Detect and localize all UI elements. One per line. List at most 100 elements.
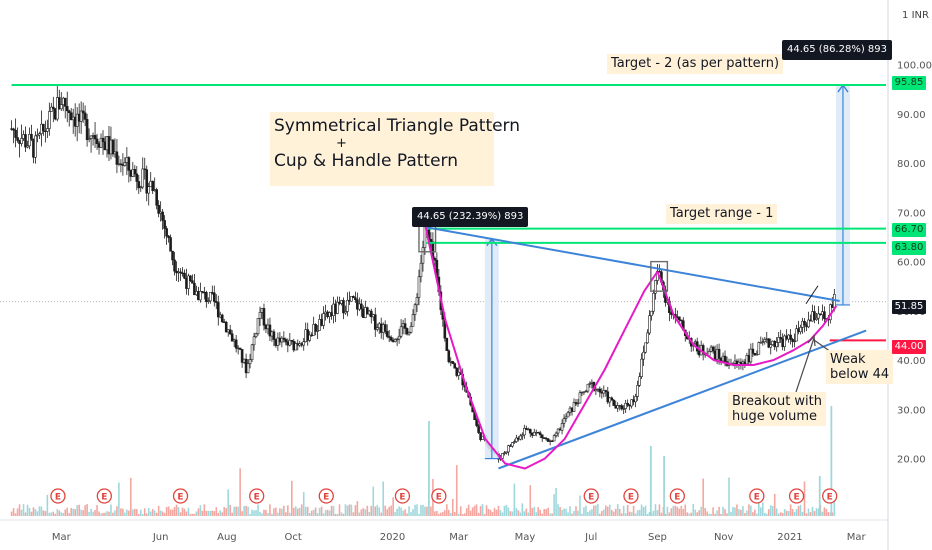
volume-bar bbox=[245, 505, 247, 516]
earnings-marker[interactable]: E bbox=[318, 488, 334, 504]
volume-bar bbox=[48, 512, 51, 516]
earnings-marker[interactable]: E bbox=[394, 488, 411, 504]
earnings-marker-label: E bbox=[55, 493, 61, 503]
volume-bar bbox=[769, 505, 772, 516]
candle-body bbox=[342, 300, 345, 314]
volume-bar bbox=[803, 481, 806, 516]
volume-bar bbox=[326, 509, 329, 516]
volume-bar bbox=[40, 506, 43, 516]
volume-bar bbox=[298, 507, 301, 516]
candle-body bbox=[642, 351, 645, 360]
volume-bar bbox=[235, 506, 237, 516]
volume-bar bbox=[599, 513, 601, 516]
volume-bar bbox=[471, 507, 474, 516]
volume-bar bbox=[811, 506, 814, 516]
candle-body bbox=[165, 228, 168, 237]
earnings-marker[interactable]: E bbox=[822, 488, 838, 504]
earnings-marker[interactable]: E bbox=[623, 488, 639, 504]
candle-body bbox=[815, 317, 818, 320]
volume-bar bbox=[108, 511, 110, 516]
candle-body bbox=[640, 358, 643, 377]
currency-label[interactable]: 1 INR bbox=[902, 10, 929, 21]
volume-bar bbox=[88, 511, 90, 516]
price-tag-44-00[interactable]: 44.00 bbox=[892, 340, 926, 354]
earnings-marker[interactable]: E bbox=[431, 488, 447, 504]
volume-bar bbox=[340, 512, 343, 516]
candle-body bbox=[654, 280, 657, 294]
volume-bar bbox=[740, 509, 742, 516]
earnings-marker[interactable]: E bbox=[788, 488, 805, 504]
volume-bar bbox=[277, 512, 279, 516]
volume-bar bbox=[571, 513, 573, 516]
candle-body bbox=[477, 425, 480, 433]
price-tag-66-70[interactable]: 66.70 bbox=[892, 223, 926, 237]
volume-bar bbox=[758, 495, 760, 516]
volume-bar bbox=[237, 506, 239, 516]
volume-bar bbox=[473, 505, 476, 516]
volume-bar bbox=[698, 510, 700, 516]
volume-bar bbox=[547, 507, 549, 516]
price-tag-63-80[interactable]: 63.80 bbox=[892, 241, 926, 255]
candle-body bbox=[230, 333, 234, 342]
breakout-note-line2: huge volume bbox=[732, 409, 818, 424]
volume-bar bbox=[64, 509, 67, 516]
candle-body bbox=[620, 405, 623, 410]
volume-bar bbox=[211, 510, 214, 516]
candle-body bbox=[481, 435, 484, 441]
earnings-marker[interactable]: E bbox=[249, 488, 265, 504]
volume-bar bbox=[92, 511, 94, 516]
volume-bar bbox=[159, 510, 162, 516]
volume-bar bbox=[155, 512, 158, 516]
volume-bar bbox=[686, 512, 689, 516]
earnings-marker[interactable]: E bbox=[50, 488, 66, 504]
volume-bar bbox=[449, 512, 452, 516]
volume-bar bbox=[426, 506, 428, 516]
price-tag-95-85[interactable]: 95.85 bbox=[892, 76, 926, 90]
price-tag-last[interactable]: 51.85 bbox=[892, 300, 926, 314]
candle-body bbox=[588, 383, 592, 385]
earnings-marker[interactable]: E bbox=[749, 488, 765, 504]
volume-bar bbox=[646, 513, 649, 516]
candle-body bbox=[711, 346, 715, 352]
weak-note-line1: Weak bbox=[830, 352, 866, 367]
volume-bar bbox=[652, 510, 655, 516]
volume-bar bbox=[153, 510, 156, 516]
volume-bar bbox=[151, 509, 154, 516]
candle-body bbox=[817, 313, 820, 319]
volume-spike bbox=[830, 406, 833, 516]
pivot-box-right bbox=[650, 260, 669, 292]
volume-bar bbox=[376, 505, 379, 516]
volume-bar bbox=[457, 513, 460, 516]
candle-body bbox=[50, 106, 53, 112]
candle-body bbox=[387, 336, 391, 338]
volume-bar bbox=[265, 509, 267, 516]
x-tick-label: Mar bbox=[847, 532, 867, 543]
volume-bar bbox=[481, 504, 484, 516]
volume-bar bbox=[310, 510, 313, 516]
volume-bar bbox=[789, 504, 792, 516]
earnings-marker[interactable]: E bbox=[96, 488, 112, 504]
volume-bar bbox=[36, 511, 39, 516]
x-tick-label: Mar bbox=[449, 532, 469, 543]
candle-body bbox=[16, 137, 19, 141]
candle-body bbox=[183, 272, 186, 279]
volume-bar bbox=[408, 506, 410, 516]
earnings-marker[interactable]: E bbox=[583, 488, 599, 504]
volume-bar bbox=[302, 492, 305, 516]
volume-bar bbox=[587, 511, 589, 516]
earnings-marker[interactable]: E bbox=[172, 488, 189, 504]
volume-bar bbox=[736, 504, 738, 516]
volume-bar bbox=[273, 508, 275, 516]
candle-body bbox=[205, 292, 208, 302]
volume-bar bbox=[396, 508, 398, 516]
candle-body bbox=[455, 367, 459, 376]
volume-bar bbox=[112, 512, 114, 516]
y-tick-label: 20.00 bbox=[897, 455, 926, 466]
candle-body bbox=[777, 337, 780, 343]
volume-bar bbox=[525, 508, 528, 516]
earnings-marker[interactable]: E bbox=[669, 488, 685, 504]
volume-bar bbox=[410, 512, 412, 516]
volume-bar bbox=[388, 506, 390, 516]
